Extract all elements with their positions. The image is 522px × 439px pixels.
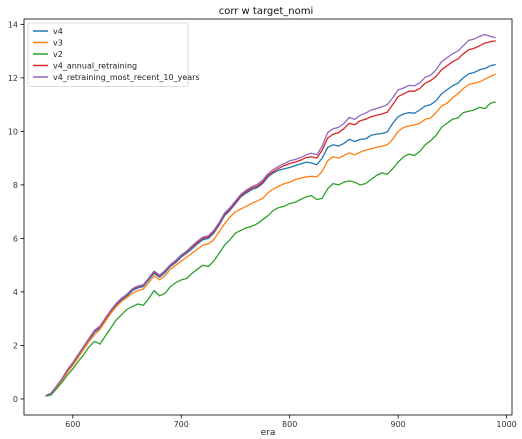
legend-entry: v4 <box>53 27 63 36</box>
plot-area <box>45 33 496 397</box>
legend-box <box>27 22 189 87</box>
series-line-v2 <box>45 101 496 397</box>
x-axis: 600 700 800 900 1000 <box>65 415 517 429</box>
plot-frame <box>23 18 513 416</box>
x-tick-label: 600 <box>65 420 80 429</box>
y-tick-label: 0 <box>13 395 18 404</box>
legend-entry: v4_retraining_most_recent_10_years <box>53 73 200 82</box>
x-tick-label: 900 <box>390 420 405 429</box>
series-line-v4-retraining-most-recent-10-years <box>45 33 496 397</box>
y-axis: 0 2 4 6 8 10 12 14 <box>8 20 24 404</box>
y-tick-label: 8 <box>13 181 18 190</box>
chart-title: corr w target_nomi <box>219 6 314 17</box>
x-tick-label: 1000 <box>496 420 516 429</box>
legend-entry: v4_annual_retraining <box>53 62 137 71</box>
y-tick-label: 10 <box>8 127 18 136</box>
legend-entry: v2 <box>53 50 63 59</box>
y-tick-label: 4 <box>13 288 18 297</box>
y-tick-label: 6 <box>13 234 18 243</box>
x-tick-label: 700 <box>174 420 189 429</box>
legend: v4 v3 v2 v4_annual_retraining v4_retraining_… <box>27 22 200 87</box>
series-line-v4 <box>45 63 496 397</box>
y-tick-label: 12 <box>8 74 18 83</box>
series-line-v3 <box>45 73 496 397</box>
y-tick-label: 14 <box>8 20 18 29</box>
legend-entry: v3 <box>53 39 63 48</box>
x-axis-label: era <box>261 428 276 438</box>
y-tick-label: 2 <box>13 341 18 350</box>
series-line-v4-annual-retraining <box>45 40 496 397</box>
x-tick-label: 800 <box>282 420 297 429</box>
